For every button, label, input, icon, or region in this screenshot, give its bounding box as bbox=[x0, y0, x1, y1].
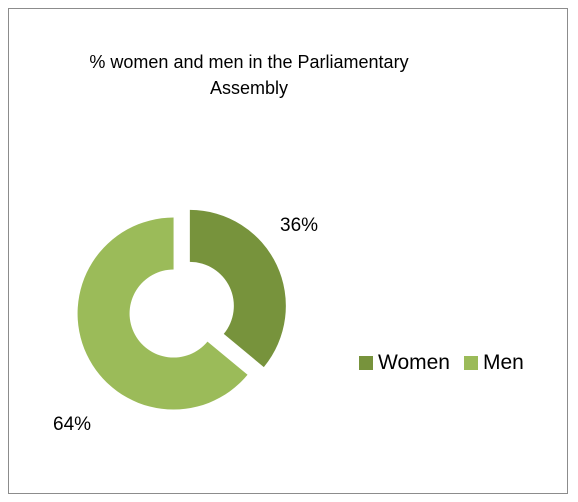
legend: Women Men bbox=[359, 351, 538, 375]
legend-swatch-women bbox=[359, 356, 373, 370]
donut-slice-men bbox=[77, 217, 248, 410]
data-label-women: 36% bbox=[280, 215, 318, 236]
donut-slice-women bbox=[189, 209, 286, 368]
chart-frame: % women and men in the Parliamentary Ass… bbox=[8, 8, 568, 494]
legend-label-women: Women bbox=[378, 351, 450, 374]
data-label-men: 64% bbox=[53, 414, 91, 435]
legend-item-women: Women bbox=[359, 351, 450, 375]
legend-item-men: Men bbox=[463, 351, 524, 375]
donut-chart: 36% 64% bbox=[53, 209, 318, 435]
legend-label-men: Men bbox=[482, 351, 524, 374]
chart-title: % women and men in the Parliamentary Ass… bbox=[89, 52, 409, 98]
legend-swatch-men bbox=[463, 356, 478, 370]
